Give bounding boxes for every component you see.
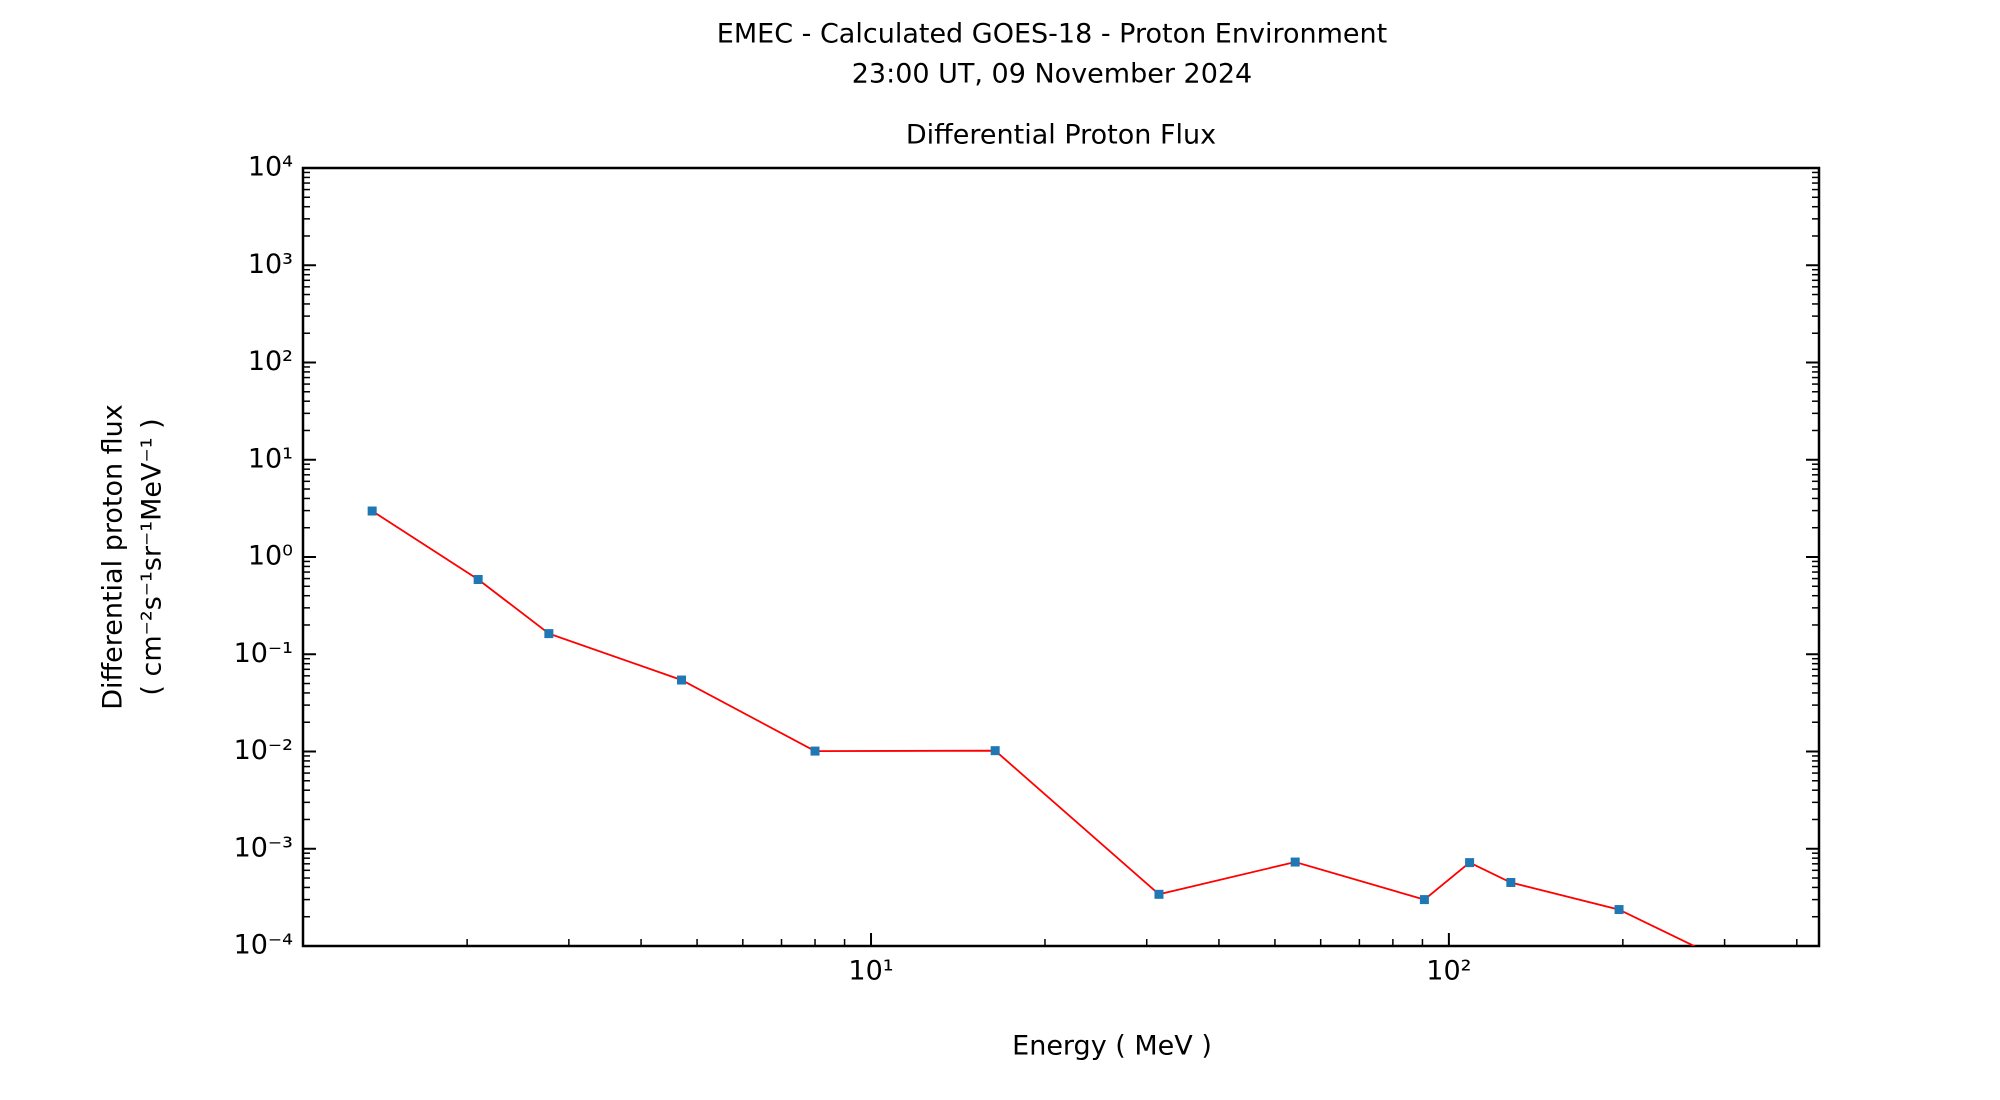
plot-area — [367, 506, 1772, 986]
y-tick-label: 10⁻² — [234, 735, 293, 766]
data-point — [1419, 895, 1429, 905]
y-tick-label: 10³ — [248, 249, 293, 280]
data-point — [1465, 858, 1475, 868]
data-point — [1614, 905, 1624, 915]
y-axis-label: Differential proton flux — [98, 404, 129, 710]
y-tick-label: 10¹ — [248, 443, 293, 474]
y-tick-label: 10² — [248, 346, 293, 377]
x-tick-label: 10¹ — [848, 956, 893, 987]
data-point — [990, 746, 1000, 756]
data-point — [1506, 877, 1516, 887]
plot-frame — [301, 166, 1821, 948]
chart-title: EMEC - Calculated GOES-18 - Proton Envir… — [717, 19, 1387, 50]
data-point — [473, 574, 483, 584]
y-tick-label: 10⁴ — [248, 152, 293, 183]
y-tick-label: 10⁻¹ — [234, 638, 293, 669]
y-tick-label: 10⁻⁴ — [234, 930, 293, 961]
y-tick-label: 10⁻³ — [234, 832, 293, 863]
y-tick-label: 10⁰ — [248, 541, 293, 572]
data-point — [367, 506, 377, 516]
x-axis-label: Energy ( MeV ) — [1012, 1031, 1212, 1062]
y-axis-unit: ( cm⁻²s⁻¹sr⁻¹MeV⁻¹ ) — [137, 418, 168, 695]
data-point — [1290, 857, 1300, 867]
data-point — [544, 629, 554, 639]
series-line — [371, 510, 1697, 946]
chart-subtitle: 23:00 UT, 09 November 2024 — [852, 59, 1253, 90]
data-point — [677, 675, 687, 685]
x-tick-label: 10² — [1426, 956, 1471, 987]
data-point — [1763, 977, 1772, 986]
data-point — [1154, 889, 1164, 899]
plot-title: Differential Proton Flux — [906, 120, 1216, 151]
data-point — [810, 746, 820, 756]
